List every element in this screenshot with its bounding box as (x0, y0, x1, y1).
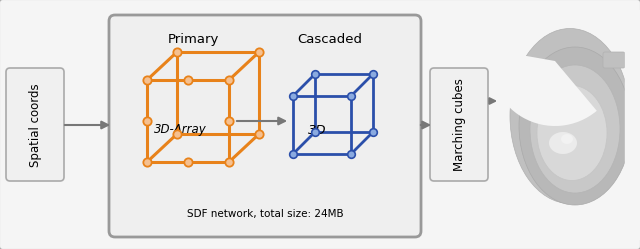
FancyBboxPatch shape (6, 68, 64, 181)
FancyBboxPatch shape (603, 52, 625, 68)
Wedge shape (490, 50, 596, 126)
Bar (625, 10, 640, 239)
Ellipse shape (519, 47, 631, 205)
FancyBboxPatch shape (109, 15, 421, 237)
Ellipse shape (530, 65, 620, 193)
Ellipse shape (510, 28, 630, 203)
Ellipse shape (537, 85, 607, 181)
FancyBboxPatch shape (430, 68, 488, 181)
Text: 3D: 3D (308, 124, 326, 136)
Text: SDF network, total size: 24MB: SDF network, total size: 24MB (187, 209, 343, 219)
Text: Primary: Primary (167, 33, 219, 46)
Ellipse shape (561, 134, 573, 144)
Ellipse shape (549, 132, 577, 154)
Text: 3D-Array: 3D-Array (154, 123, 206, 135)
Text: Cascaded: Cascaded (298, 33, 362, 46)
Text: Spatial coords: Spatial coords (29, 83, 42, 167)
Text: Marching cubes: Marching cubes (452, 79, 465, 172)
